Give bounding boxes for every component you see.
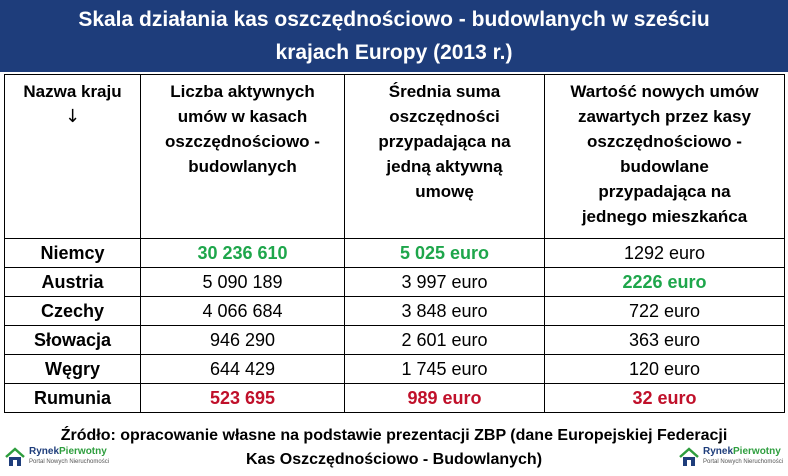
house-icon [5, 447, 25, 466]
contracts-cell: 644 429 [140, 354, 345, 384]
table-row: Węgry 644 429 1 745 euro 120 euro [4, 354, 785, 384]
country-cell: Węgry [4, 354, 141, 384]
country-cell: Austria [4, 267, 141, 297]
table-row: Słowacja 946 290 2 601 euro 363 euro [4, 325, 785, 355]
country-cell: Czechy [4, 296, 141, 326]
logo-name-part2: Pierwotny [59, 446, 107, 457]
header-country: Nazwa kraju ↓ [4, 74, 141, 239]
logo-name-part2: Pierwotny [733, 446, 781, 457]
table-row: Niemcy 30 236 610 5 025 euro 1292 euro [4, 238, 785, 268]
logo-right: RynekPierwotny Portal Nowych Nieruchomoś… [678, 446, 783, 468]
contracts-cell: 523 695 [140, 383, 345, 413]
country-cell: Niemcy [4, 238, 141, 268]
logo-tagline: Portal Nowych Nieruchomości [29, 459, 110, 465]
avg-savings-cell: 1 745 euro [344, 354, 545, 384]
new-value-cell: 363 euro [544, 325, 785, 355]
title-line-2: krajach Europy (2013 r.) [275, 41, 513, 64]
logo-name-part1: Rynek [703, 446, 734, 457]
avg-savings-cell: 3 848 euro [344, 296, 545, 326]
country-cell: Rumunia [4, 383, 141, 413]
contracts-cell: 946 290 [140, 325, 345, 355]
avg-savings-cell: 989 euro [344, 383, 545, 413]
source-line-1: Źródło: opracowanie własne na podstawie … [60, 427, 728, 444]
new-value-cell: 32 euro [544, 383, 785, 413]
source-line-2: Kas Oszczędnościowo - Budowlanych) [245, 451, 543, 468]
header-new-contracts-value: Wartość nowych umów zawartych przez kasy… [544, 74, 785, 239]
avg-savings-cell: 5 025 euro [344, 238, 545, 268]
new-value-cell: 722 euro [544, 296, 785, 326]
avg-savings-cell: 3 997 euro [344, 267, 545, 297]
country-cell: Słowacja [4, 325, 141, 355]
house-icon [679, 447, 699, 466]
header-average-savings: Średnia suma oszczędności przypadająca n… [344, 74, 545, 239]
data-table: Nazwa kraju ↓ Liczba aktywnych umów w ka… [4, 74, 785, 413]
contracts-cell: 30 236 610 [140, 238, 345, 268]
table-row: Austria 5 090 189 3 997 euro 2226 euro [4, 267, 785, 297]
logo-name-part1: Rynek [29, 446, 60, 457]
logo-left: RynekPierwotny Portal Nowych Nieruchomoś… [4, 446, 109, 468]
page-title: Skala działania kas oszczędnościowo - bu… [0, 0, 788, 72]
contracts-cell: 5 090 189 [140, 267, 345, 297]
avg-savings-cell: 2 601 euro [344, 325, 545, 355]
table-row: Rumunia 523 695 989 euro 32 euro [4, 383, 785, 413]
new-value-cell: 1292 euro [544, 238, 785, 268]
arrow-down-icon: ↓ [64, 106, 81, 127]
title-line-1: Skala działania kas oszczędnościowo - bu… [78, 8, 710, 31]
source-note: Źródło: opracowanie własne na podstawie … [0, 424, 788, 472]
new-value-cell: 2226 euro [544, 267, 785, 297]
header-active-contracts: Liczba aktywnych umów w kasach oszczędno… [140, 74, 345, 239]
table-row: Czechy 4 066 684 3 848 euro 722 euro [4, 296, 785, 326]
logo-tagline: Portal Nowych Nieruchomości [703, 459, 784, 465]
contracts-cell: 4 066 684 [140, 296, 345, 326]
header-row: Nazwa kraju ↓ Liczba aktywnych umów w ka… [4, 74, 785, 239]
new-value-cell: 120 euro [544, 354, 785, 384]
